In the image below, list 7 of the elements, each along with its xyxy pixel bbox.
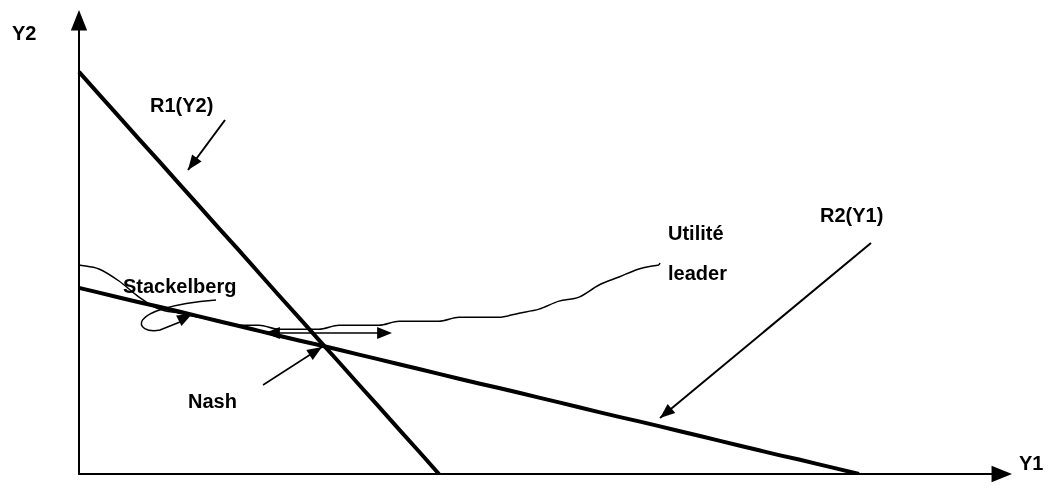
series-label: Utilité leader <box>668 222 728 284</box>
annotation: Stackelberg <box>123 275 237 297</box>
annotation: Nash <box>188 390 237 412</box>
y-axis-title: Y2 <box>12 22 37 44</box>
series-label: R1(Y2) <box>150 94 214 116</box>
x-axis-title: Y1 <box>1019 452 1044 474</box>
text: R2(Y1) <box>820 204 884 226</box>
